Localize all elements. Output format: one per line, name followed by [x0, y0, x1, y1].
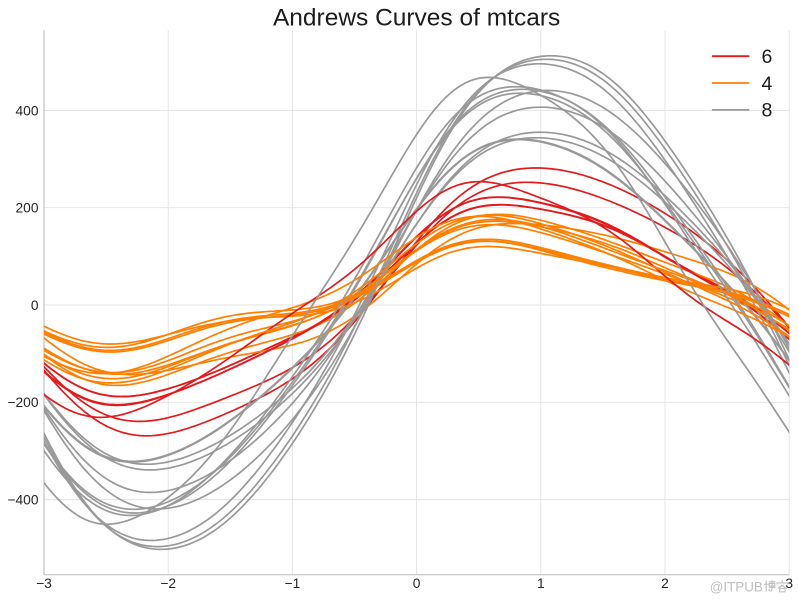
- svg-text:@ITPUB: @ITPUB: [710, 579, 763, 594]
- svg-text:1: 1: [537, 576, 545, 591]
- svg-text:200: 200: [15, 201, 38, 216]
- svg-text:2: 2: [661, 576, 669, 591]
- svg-text:−3: −3: [36, 576, 52, 591]
- svg-text:0: 0: [413, 576, 421, 591]
- svg-text:−2: −2: [160, 576, 176, 591]
- svg-text:8: 8: [762, 100, 773, 122]
- svg-text:3: 3: [785, 576, 793, 591]
- svg-text:400: 400: [15, 103, 38, 118]
- svg-text:6: 6: [762, 46, 773, 68]
- svg-text:−1: −1: [285, 576, 301, 591]
- svg-text:4: 4: [762, 73, 773, 95]
- svg-text:0: 0: [31, 298, 39, 313]
- svg-text:Andrews Curves of mtcars: Andrews Curves of mtcars: [273, 5, 560, 32]
- svg-text:−400: −400: [7, 493, 38, 508]
- svg-text:−200: −200: [7, 395, 38, 410]
